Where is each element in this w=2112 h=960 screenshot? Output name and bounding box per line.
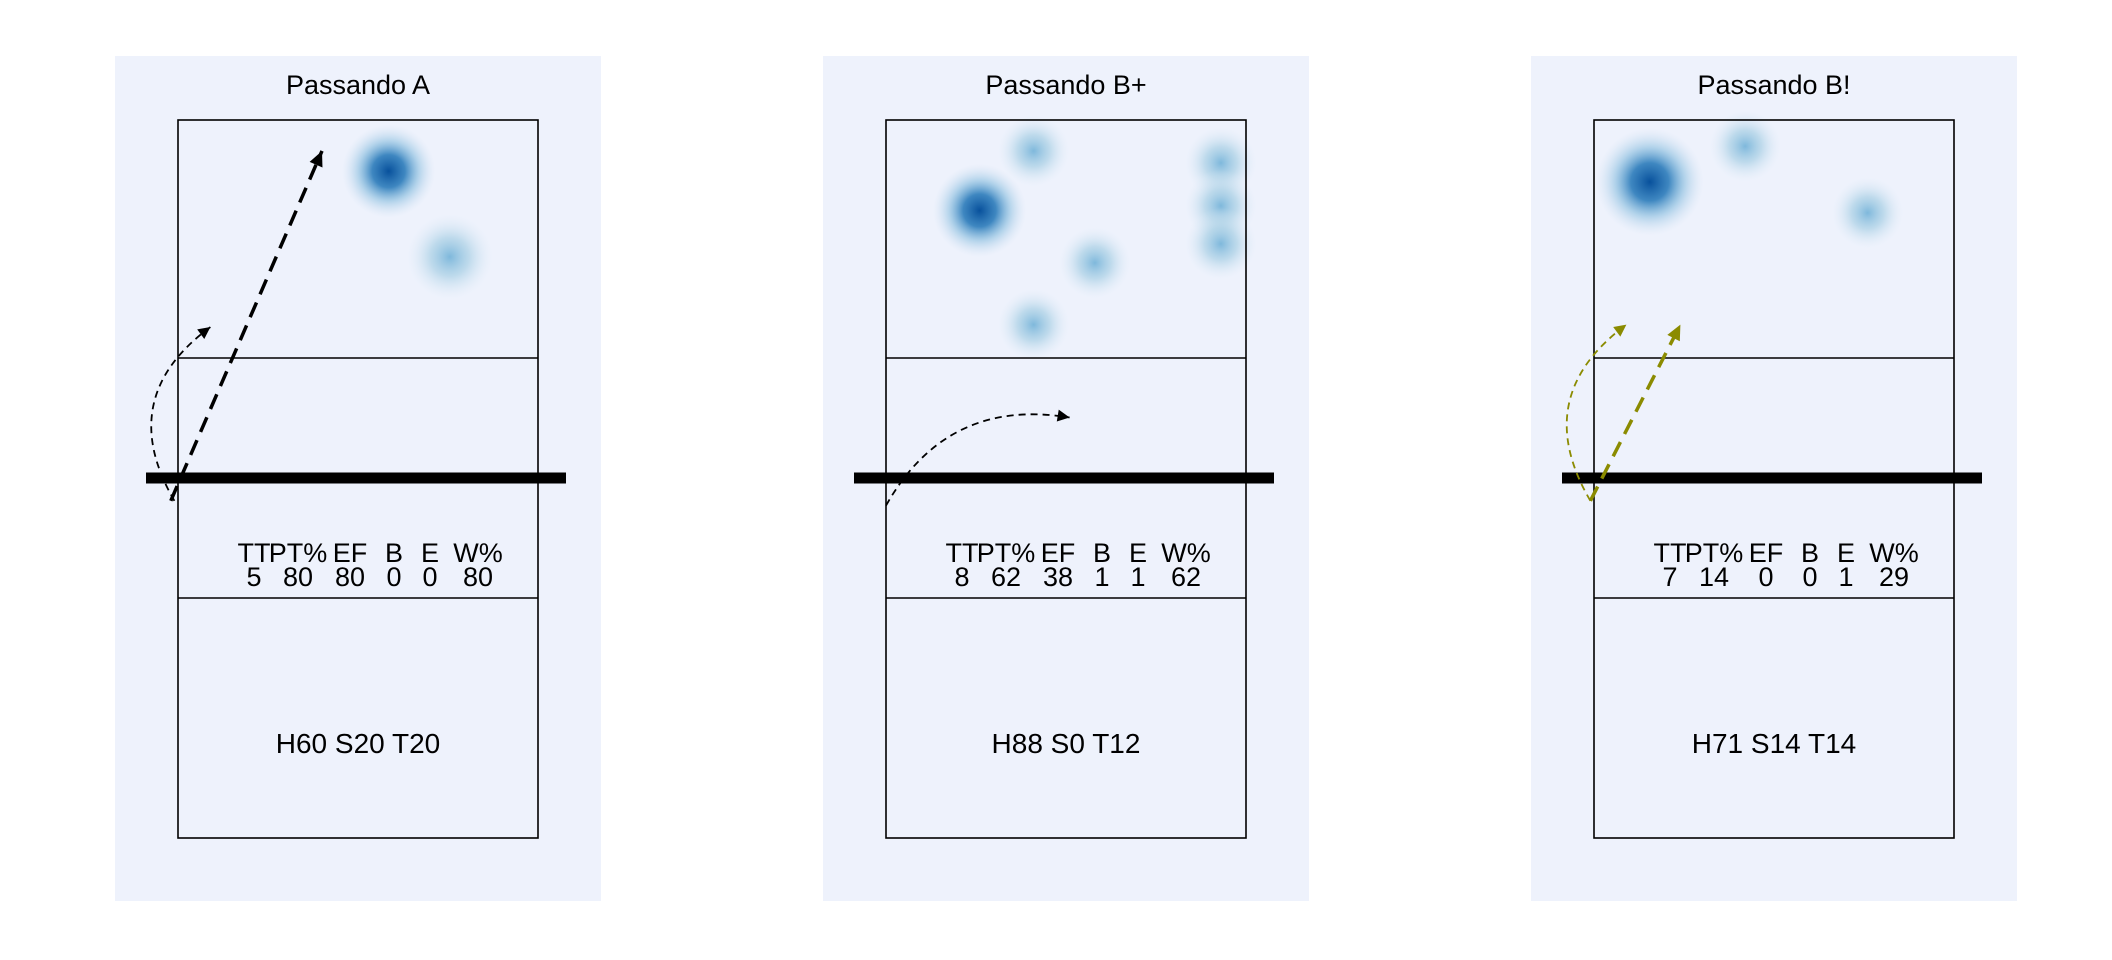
stat-header: E <box>421 538 439 568</box>
heat-spot <box>997 288 1070 358</box>
trajectory-arrow <box>1565 323 1627 502</box>
distribution-label: H60 S20 T20 <box>276 728 441 759</box>
stat-value: 80 <box>335 562 365 592</box>
heat-spot <box>1595 127 1704 236</box>
heat-spot <box>1709 110 1782 183</box>
stat-header: EF <box>333 538 368 568</box>
stat-header: PT% <box>977 538 1036 568</box>
stat-value: 14 <box>1699 562 1729 592</box>
stat-header: B <box>1801 538 1819 568</box>
stat-header: E <box>1129 538 1147 568</box>
stat-header: W% <box>1869 538 1919 568</box>
stat-header: TT <box>946 538 979 568</box>
trajectory-arrow <box>150 326 211 502</box>
stat-header: PT% <box>1685 538 1744 568</box>
stat-value: 8 <box>954 562 969 592</box>
stat-header: TT <box>1654 538 1687 568</box>
stat-value: 38 <box>1043 562 1073 592</box>
stat-header: EF <box>1041 538 1076 568</box>
stat-value: 80 <box>463 562 493 592</box>
stat-value: 0 <box>386 562 401 592</box>
stat-value: 1 <box>1094 562 1109 592</box>
heat-spot <box>1058 226 1131 299</box>
heat-layer <box>932 114 1257 358</box>
stat-value: 0 <box>422 562 437 592</box>
stat-header: TT <box>238 538 271 568</box>
heat-spot <box>341 124 436 218</box>
stat-value: 1 <box>1130 562 1145 592</box>
stat-header: E <box>1837 538 1855 568</box>
stat-header: B <box>385 538 403 568</box>
panel-title: Passando B+ <box>985 70 1146 100</box>
heat-layer <box>341 124 493 301</box>
stat-header: EF <box>1749 538 1784 568</box>
distribution-label: H88 S0 T12 <box>992 728 1141 759</box>
arrow-head <box>197 327 211 340</box>
arrow-head <box>309 150 323 168</box>
stat-header: PT% <box>269 538 328 568</box>
heat-spot <box>997 114 1070 187</box>
stat-header: W% <box>453 538 503 568</box>
panel-title: Passando B! <box>1697 70 1850 100</box>
distribution-label: H71 S14 T14 <box>1692 728 1857 759</box>
arrow-head <box>1056 409 1070 422</box>
heat-spot <box>1831 176 1904 249</box>
stat-value: 29 <box>1879 562 1909 592</box>
stat-value: 0 <box>1758 562 1773 592</box>
stat-header: B <box>1093 538 1111 568</box>
stat-value: 0 <box>1802 562 1817 592</box>
heat-spot <box>932 163 1027 258</box>
heat-spot <box>406 213 493 301</box>
stat-value: 62 <box>1171 562 1201 592</box>
stat-value: 62 <box>991 562 1021 592</box>
heat-layer <box>1595 110 1904 249</box>
arrow-head <box>1667 324 1681 342</box>
stat-value: 1 <box>1838 562 1853 592</box>
trajectory-arrow <box>1588 323 1682 502</box>
stat-header: W% <box>1161 538 1211 568</box>
stat-value: 7 <box>1662 562 1677 592</box>
arrow-head <box>1613 324 1627 337</box>
heat-spot <box>1184 207 1257 280</box>
stat-value: 5 <box>246 562 261 592</box>
trajectory-arrow <box>885 413 1070 507</box>
panel-title: Passando A <box>286 70 430 100</box>
stat-value: 80 <box>283 562 313 592</box>
trajectory-arrow <box>169 150 324 502</box>
